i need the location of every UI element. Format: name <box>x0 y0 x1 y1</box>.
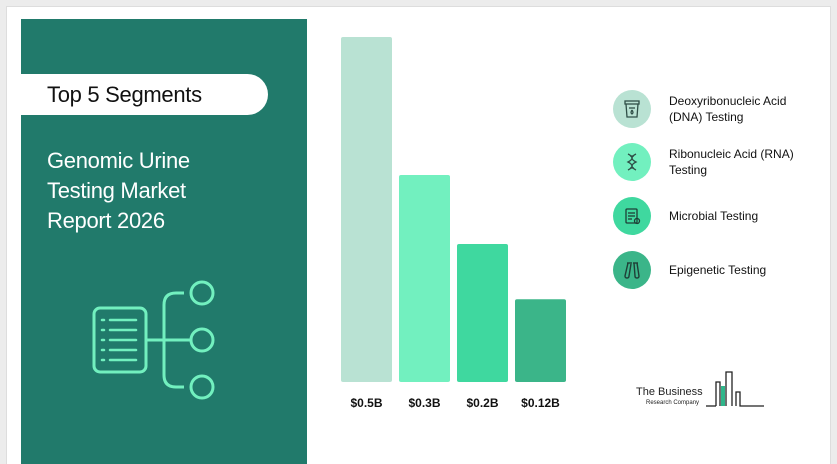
legend-item-microbial: Microbial Testing <box>613 197 809 235</box>
bar-value-label-microbial: $0.2B <box>466 396 499 410</box>
bar-chart <box>341 37 566 382</box>
legend-label-epigenetic: Epigenetic Testing <box>669 263 767 277</box>
bar-value-label-epigenetic: $0.12B <box>521 396 560 410</box>
bar-epigenetic <box>515 299 566 382</box>
title-line-2: Testing Market <box>47 178 186 203</box>
brand-bars-mark <box>706 371 764 407</box>
segments-label: Top 5 Segments <box>47 82 202 107</box>
legend-swatch-rna <box>613 143 651 181</box>
rna-strand-icon <box>626 153 638 171</box>
title-line-1: Genomic Urine <box>47 148 190 173</box>
legend-swatch-dna <box>613 90 651 128</box>
legend-label-dna: Deoxyribonucleic Acid (DNA) Testing <box>669 94 787 124</box>
legend-label-microbial: Microbial Testing <box>669 209 759 223</box>
brand-subname: Research Company <box>646 400 700 406</box>
legend-label-rna: Ribonucleic Acid (RNA) Testing <box>669 147 794 177</box>
legend-swatch-microbial <box>613 197 651 235</box>
urine-cup-icon <box>624 100 640 118</box>
bar-value-label-rna: $0.3B <box>408 396 441 410</box>
test-tubes-icon <box>624 262 640 279</box>
legend-item-epigenetic: Epigenetic Testing <box>613 251 809 289</box>
legend-item-dna: Deoxyribonucleic Acid (DNA) Testing <box>613 90 809 128</box>
brand-name: The Business <box>636 386 703 398</box>
report-title: Genomic Urine Testing Market Report 2026 <box>47 146 287 236</box>
legend-swatch-epigenetic <box>613 251 651 289</box>
legend-item-rna: Ribonucleic Acid (RNA) Testing <box>613 143 809 181</box>
hierarchy-document-icon <box>92 280 215 400</box>
bar-dna <box>341 37 392 382</box>
bar-value-label-dna: $0.5B <box>350 396 383 410</box>
bar-rna <box>399 175 450 382</box>
title-line-3: Report 2026 <box>47 208 165 233</box>
bar-microbial <box>457 244 508 382</box>
microbial-report-icon <box>625 208 641 225</box>
segments-pill: Top 5 Segments <box>21 74 268 115</box>
